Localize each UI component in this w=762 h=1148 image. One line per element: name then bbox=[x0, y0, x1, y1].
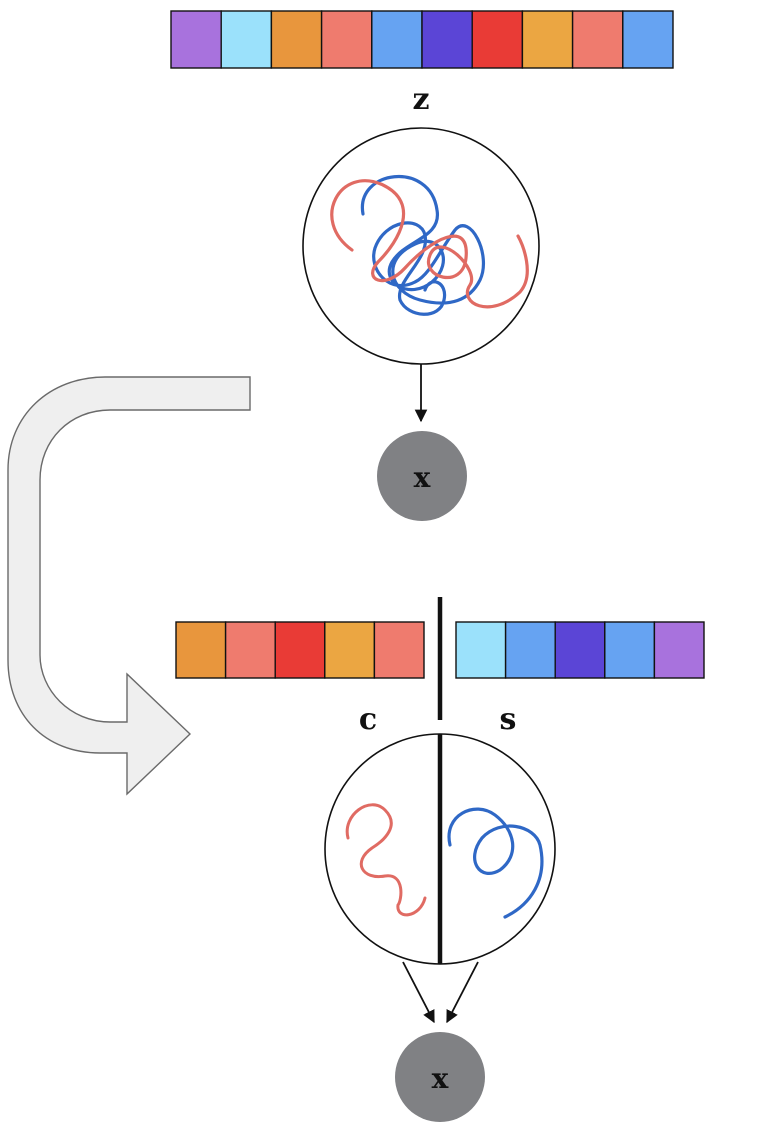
content-curve bbox=[345, 803, 427, 917]
z-cell bbox=[471, 10, 524, 69]
c-cell bbox=[175, 621, 227, 679]
node-label-top: x bbox=[414, 461, 431, 494]
s-cell bbox=[604, 621, 656, 679]
z-cell bbox=[421, 10, 473, 69]
observed-node-bottom: x bbox=[395, 1032, 485, 1122]
c-cell bbox=[224, 621, 276, 679]
generation-arrow-content bbox=[402, 961, 435, 1024]
generation-arrow-style bbox=[446, 961, 479, 1024]
z-cell bbox=[521, 10, 574, 69]
z-cell bbox=[220, 10, 273, 69]
entangled-latent-space bbox=[302, 127, 540, 365]
z-cell bbox=[622, 10, 674, 69]
style-curve bbox=[447, 807, 544, 919]
observed-node-top: x bbox=[377, 431, 467, 521]
z-cell bbox=[571, 10, 624, 69]
latent-label-z: z bbox=[412, 82, 429, 117]
z-cell bbox=[270, 10, 323, 69]
z-cell bbox=[170, 10, 222, 69]
content-label-c: c bbox=[359, 702, 377, 737]
latent-vector-z bbox=[170, 10, 674, 69]
s-cell bbox=[504, 621, 556, 679]
transform-arrow bbox=[7, 376, 251, 796]
s-cell bbox=[554, 621, 606, 679]
c-cell bbox=[373, 621, 425, 679]
entangled-curves bbox=[330, 175, 529, 316]
style-label-s: s bbox=[500, 702, 517, 737]
z-cell bbox=[371, 10, 423, 69]
z-cell bbox=[320, 10, 373, 69]
s-cell bbox=[455, 621, 507, 679]
s-cell bbox=[653, 621, 705, 679]
node-label-bottom: x bbox=[432, 1062, 449, 1095]
c-cell bbox=[324, 621, 376, 679]
latent-vector-s bbox=[455, 621, 705, 679]
latent-vector-c bbox=[175, 621, 425, 679]
disentangled-latent-space bbox=[324, 733, 556, 965]
c-cell bbox=[274, 621, 326, 679]
